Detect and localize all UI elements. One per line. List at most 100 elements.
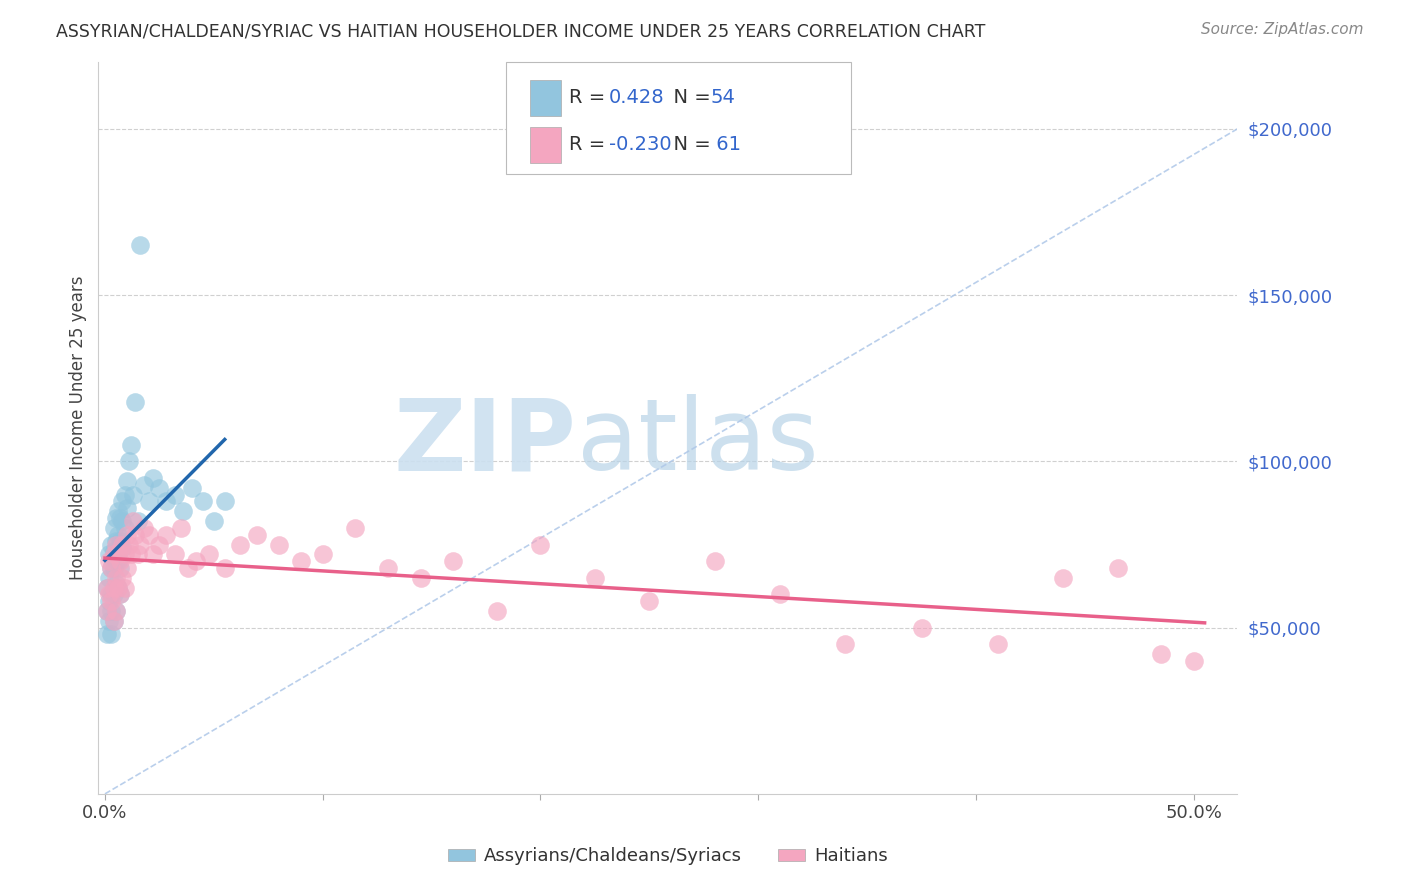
Point <box>834 637 856 651</box>
Point <box>155 527 177 541</box>
Point <box>104 534 127 549</box>
Point <box>103 581 125 595</box>
Point <box>148 481 170 495</box>
Point <box>127 548 149 562</box>
Point <box>1182 654 1205 668</box>
Point <box>104 604 127 618</box>
Point <box>108 534 131 549</box>
Point <box>108 554 131 568</box>
Text: R =: R = <box>569 87 612 106</box>
Point <box>290 554 312 568</box>
Point <box>269 537 291 551</box>
Point <box>103 587 125 601</box>
Point <box>124 394 146 409</box>
Text: 61: 61 <box>710 135 741 153</box>
Point <box>122 488 145 502</box>
Point <box>120 548 142 562</box>
Text: R =: R = <box>569 135 612 153</box>
Point <box>246 527 269 541</box>
Point <box>118 454 141 468</box>
Text: ZIP: ZIP <box>394 394 576 491</box>
Point <box>198 548 221 562</box>
Point <box>104 554 127 568</box>
Point <box>155 494 177 508</box>
Text: Source: ZipAtlas.com: Source: ZipAtlas.com <box>1201 22 1364 37</box>
Text: ASSYRIAN/CHALDEAN/SYRIAC VS HAITIAN HOUSEHOLDER INCOME UNDER 25 YEARS CORRELATIO: ASSYRIAN/CHALDEAN/SYRIAC VS HAITIAN HOUS… <box>56 22 986 40</box>
Point <box>142 471 165 485</box>
Point <box>100 537 122 551</box>
Point <box>98 554 121 568</box>
Point <box>103 544 125 558</box>
Point <box>441 554 464 568</box>
Point <box>638 594 661 608</box>
Point <box>138 527 160 541</box>
Point <box>100 561 122 575</box>
Point <box>120 438 142 452</box>
Point <box>98 548 121 562</box>
Point <box>111 537 134 551</box>
Point <box>108 561 131 575</box>
Point <box>96 581 118 595</box>
Point <box>134 521 156 535</box>
Point <box>104 577 127 591</box>
Point <box>409 571 432 585</box>
Point <box>191 494 214 508</box>
Point <box>111 541 134 555</box>
Point <box>108 511 131 525</box>
Point <box>1052 571 1074 585</box>
Point <box>103 561 125 575</box>
Point <box>170 521 193 535</box>
Point <box>100 604 122 618</box>
Text: -0.230: -0.230 <box>609 135 672 153</box>
Y-axis label: Householder Income Under 25 years: Householder Income Under 25 years <box>69 276 87 581</box>
Point <box>138 494 160 508</box>
Point <box>114 581 136 595</box>
Point <box>96 627 118 641</box>
Point <box>176 561 198 575</box>
Point <box>111 514 134 528</box>
Point <box>181 481 204 495</box>
Point <box>104 571 127 585</box>
Text: 54: 54 <box>710 87 735 106</box>
Point <box>107 554 129 568</box>
Point <box>107 581 129 595</box>
Point <box>703 554 725 568</box>
Point <box>128 238 150 252</box>
Point <box>98 587 121 601</box>
Point <box>377 561 399 575</box>
Point <box>122 514 145 528</box>
Point <box>214 494 236 508</box>
Point <box>103 521 125 535</box>
Point <box>163 488 186 502</box>
Point <box>127 514 149 528</box>
Point <box>100 627 122 641</box>
Text: N =: N = <box>661 135 717 153</box>
Point <box>115 475 138 489</box>
Point <box>115 527 138 541</box>
Point <box>96 604 118 618</box>
Point <box>229 537 252 551</box>
Point <box>214 561 236 575</box>
Point <box>100 561 122 575</box>
Point <box>583 571 606 585</box>
Point <box>96 604 118 618</box>
Point <box>107 548 129 562</box>
Point <box>1107 561 1129 575</box>
Point <box>111 571 134 585</box>
Point <box>987 637 1010 651</box>
Point <box>103 614 125 628</box>
Point <box>96 581 118 595</box>
Legend: Assyrians/Chaldeans/Syriacs, Haitians: Assyrians/Chaldeans/Syriacs, Haitians <box>440 840 896 872</box>
Point <box>103 548 125 562</box>
Point <box>114 521 136 535</box>
Point <box>104 511 127 525</box>
Point <box>128 537 150 551</box>
Point <box>107 504 129 518</box>
Point <box>98 594 121 608</box>
Point <box>103 614 125 628</box>
Point <box>124 527 146 541</box>
Point <box>134 477 156 491</box>
Point <box>1150 647 1173 661</box>
Text: atlas: atlas <box>576 394 818 491</box>
Point <box>312 548 335 562</box>
